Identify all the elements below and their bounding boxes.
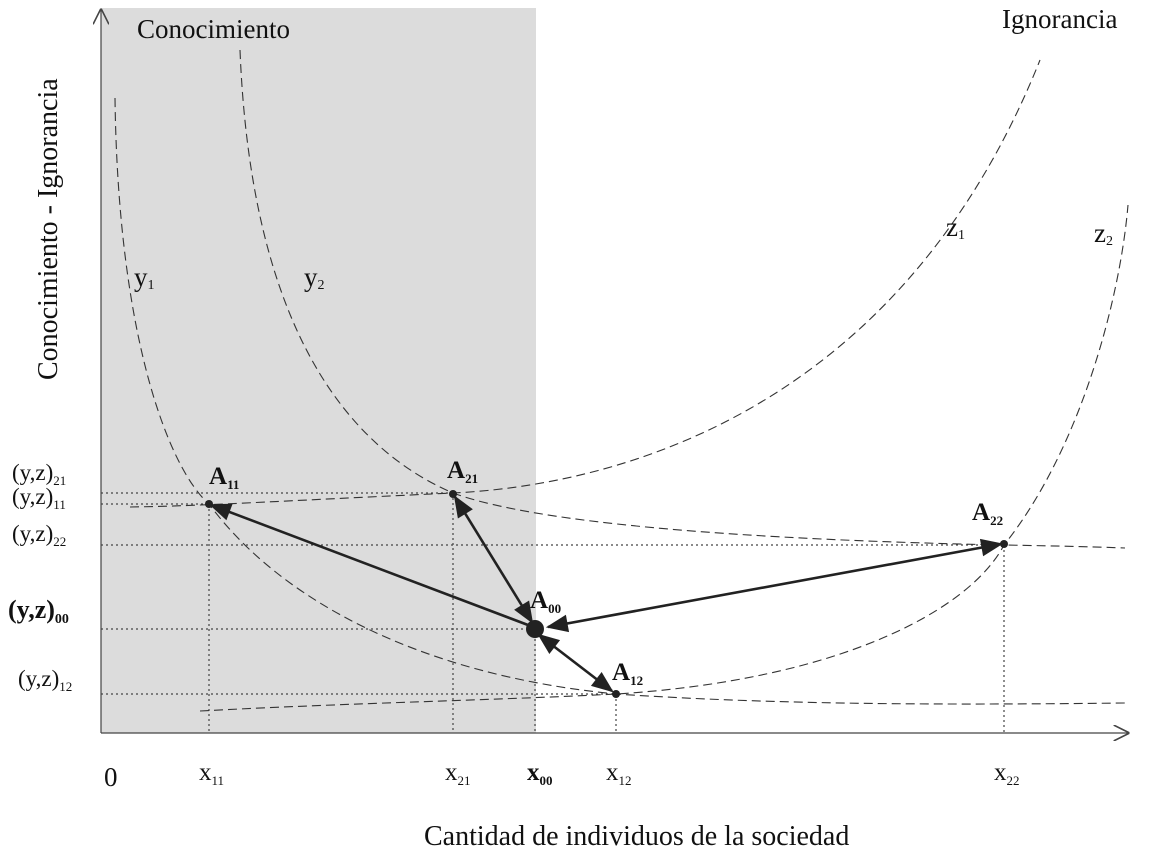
point-a12 (612, 690, 620, 698)
x-tick-12: x12 (606, 759, 632, 788)
point-a22 (1000, 540, 1008, 548)
y-level-00: (y,z)00 (8, 595, 69, 627)
arrow-a22-a00 (548, 544, 1001, 627)
label-ignorance: Ignorancia (1002, 4, 1117, 34)
x-tick-21: x21 (445, 759, 471, 788)
point-label-a22: A22 (972, 499, 1003, 528)
y-axis-title: Conocimiento - Ignorancia (33, 78, 64, 380)
origin-label: 0 (104, 762, 118, 792)
x-tick-22: x22 (994, 759, 1020, 788)
x-tick-11: x11 (199, 759, 224, 788)
point-a00 (526, 620, 544, 638)
label-knowledge: Conocimiento (137, 14, 290, 44)
arrow-a00-a12 (539, 635, 612, 691)
y-level-12: (y,z)12 (18, 666, 72, 694)
y-level-11: (y,z)11 (12, 484, 66, 512)
x-axis-title: Cantidad de individuos de la sociedad (424, 821, 849, 852)
point-a11 (205, 500, 213, 508)
x-tick-00: x00 (527, 759, 553, 788)
point-label-a12: A12 (612, 659, 643, 688)
curve-label-z2: z2 (1094, 218, 1113, 249)
point-label-a00: A00 (530, 587, 561, 616)
y-level-22: (y,z)22 (12, 521, 66, 549)
curve-label-z1: z1 (946, 212, 965, 243)
point-a21 (449, 490, 457, 498)
knowledge-region (101, 8, 536, 733)
